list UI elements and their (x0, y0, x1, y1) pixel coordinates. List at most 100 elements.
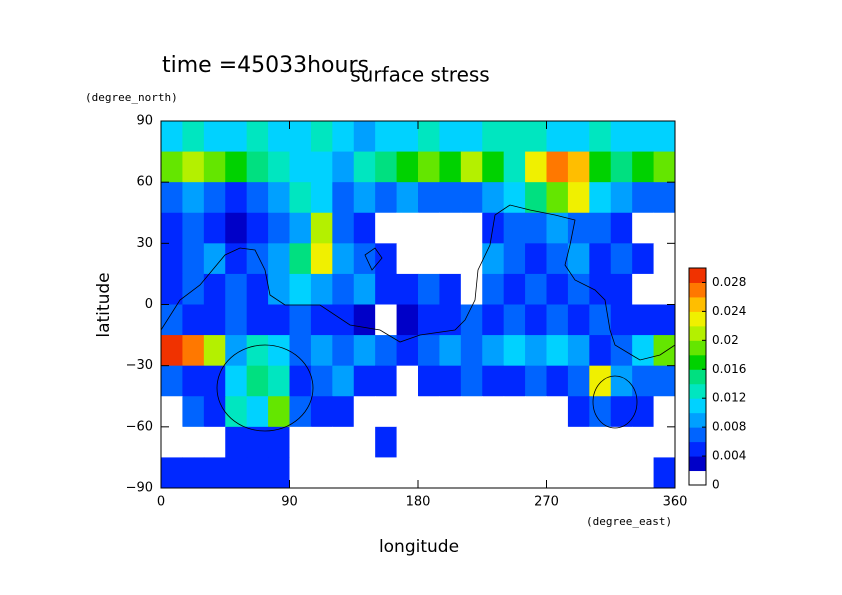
cell (203, 304, 226, 336)
cell (610, 426, 633, 458)
cell (589, 457, 612, 489)
cell (353, 365, 376, 397)
cell (375, 273, 398, 305)
cell (246, 151, 269, 183)
colorbar-band (689, 412, 706, 428)
cell (182, 121, 205, 153)
cell (332, 335, 355, 367)
cell (418, 243, 440, 275)
colorbar-band (689, 354, 706, 370)
cell (632, 121, 655, 153)
cell (439, 243, 462, 275)
cell (567, 243, 590, 275)
cell (460, 335, 483, 367)
cell (246, 335, 269, 367)
cell (589, 304, 612, 336)
cell (182, 457, 205, 489)
colorbar-band (689, 398, 706, 414)
cell (375, 365, 398, 397)
colorbar-band (689, 325, 706, 341)
cell (567, 212, 590, 244)
y-tick-label: 60 (136, 175, 153, 190)
cell (439, 182, 462, 214)
cell (503, 212, 526, 244)
cell (225, 121, 248, 153)
x-tick-label: 270 (534, 495, 559, 510)
x-tick-label: 180 (406, 495, 431, 510)
cell (353, 212, 376, 244)
cell (353, 182, 376, 214)
cell (396, 304, 419, 336)
cell (268, 426, 290, 458)
cell (546, 396, 569, 428)
cell (246, 182, 269, 214)
cell (353, 335, 376, 367)
cell (653, 457, 676, 489)
colorbar-tick-label: 0.016 (712, 362, 746, 376)
y-tick-label: −60 (126, 419, 153, 434)
cell (632, 182, 655, 214)
y-tick-label: −30 (126, 358, 153, 373)
cell (268, 396, 290, 428)
cell (310, 457, 333, 489)
cell (268, 457, 290, 489)
cell (182, 426, 205, 458)
cell (396, 243, 419, 275)
colorbar-tick-label: 0.024 (712, 304, 746, 318)
cell (418, 273, 440, 305)
colorbar-band (689, 268, 706, 283)
cell (225, 365, 248, 397)
cell (203, 365, 226, 397)
cell (161, 243, 183, 275)
cell (589, 396, 612, 428)
cell (632, 396, 655, 428)
cell (460, 426, 483, 458)
cell (460, 304, 483, 336)
cell (503, 243, 526, 275)
colorbar-tick-label: 0.02 (712, 333, 739, 347)
cell (310, 212, 333, 244)
y-units: (degree_north) (85, 91, 178, 104)
cell (503, 457, 526, 489)
cell (182, 243, 205, 275)
cell (503, 121, 526, 153)
cell (460, 365, 483, 397)
cell (589, 365, 612, 397)
cell (396, 182, 419, 214)
cell (653, 396, 676, 428)
cell (589, 151, 612, 183)
cell (525, 212, 547, 244)
cell (246, 304, 269, 336)
cell (268, 273, 290, 305)
cell (610, 335, 633, 367)
cell (589, 212, 612, 244)
colorbar-tick-label: 0.012 (712, 391, 746, 405)
cell (268, 365, 290, 397)
cell (589, 273, 612, 305)
cell (375, 243, 398, 275)
coastline (160, 204, 676, 361)
cell (203, 396, 226, 428)
cell (289, 457, 312, 489)
cell (161, 273, 183, 305)
colorbar-tick-label: 0.028 (712, 275, 746, 289)
cell (375, 182, 398, 214)
colorbar-band (689, 470, 706, 486)
cell (460, 243, 483, 275)
cell (482, 121, 505, 153)
cell (525, 335, 547, 367)
x-tick-label: 360 (663, 495, 688, 510)
coastline (216, 344, 314, 432)
cell (396, 151, 419, 183)
cell (353, 151, 376, 183)
cell (289, 151, 312, 183)
cell (182, 396, 205, 428)
cell (225, 426, 248, 458)
cell (567, 365, 590, 397)
cell (610, 304, 633, 336)
cell (310, 243, 333, 275)
cell (482, 426, 505, 458)
cell (289, 396, 312, 428)
cell (653, 365, 676, 397)
x-axis-label: longitude (379, 537, 459, 557)
